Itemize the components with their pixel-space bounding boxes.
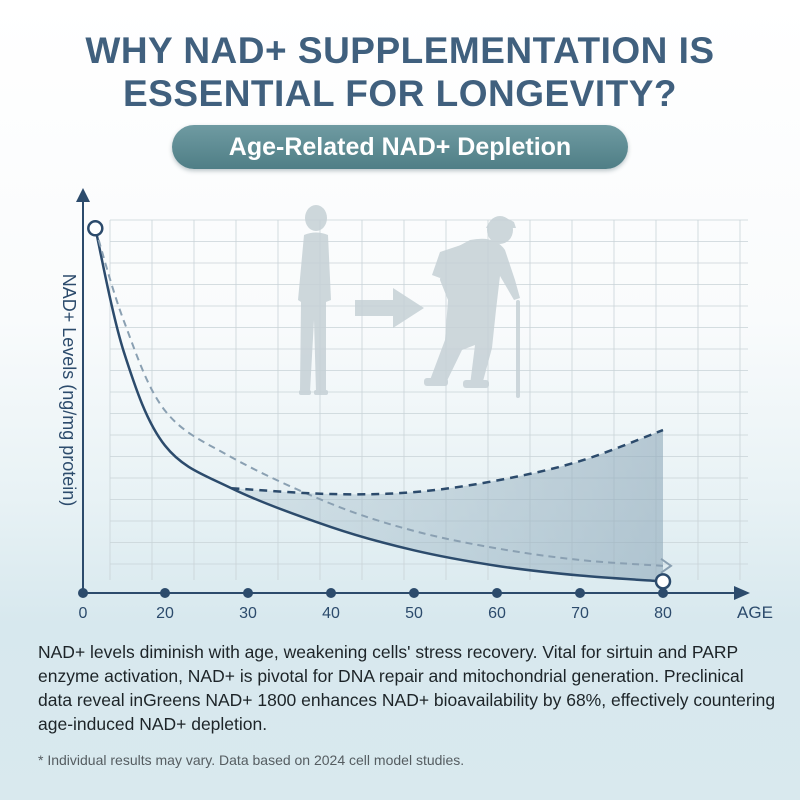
x-tick-dot [78,588,88,598]
description-text: NAD+ levels diminish with age, weakening… [38,642,776,734]
x-axis-arrow-icon [734,586,750,600]
series-dashed-supplemented [231,428,664,496]
endpoint-marker [87,220,104,237]
y-axis-arrow-icon [76,188,90,202]
x-tick-dot [575,588,585,598]
x-tick-label: 60 [488,605,506,622]
x-tick-dot [492,588,502,598]
x-axis-label: AGE [737,603,773,622]
dashed-series-arrowhead-icon [660,558,673,574]
x-tick-label: 30 [239,605,257,622]
endpoint-marker [654,573,672,590]
series-dashed-decline [94,227,664,567]
x-tick-label: 0 [79,605,88,622]
arrow-right-icon [355,288,424,328]
x-tick-label: 80 [654,605,672,622]
x-tick-label: 50 [405,605,423,622]
x-tick-label: 40 [322,605,340,622]
x-tick-dot [243,588,253,598]
page-title-line-2: ESSENTIAL FOR LONGEVITY? [122,73,678,114]
aging-illustration [298,205,520,398]
page-title-line-1: WHY NAD+ SUPPLEMENTATION IS [85,30,715,71]
x-tick-dot [326,588,336,598]
x-tick-dot [658,588,668,598]
footnote-text: * Individual results may vary. Data base… [38,752,465,768]
x-tick-dot [160,588,170,598]
young-person-silhouette-icon [298,205,331,395]
endpoint-markers [87,220,672,590]
subtitle-pill: Age-Related NAD+ Depletion [172,125,628,169]
y-axis-label: NAD+ Levels (ng/mg protein) [59,274,79,507]
x-axis-ticks: 0 20 30 40 50 60 70 80 [78,588,672,622]
x-tick-label: 20 [156,605,174,622]
x-tick-label: 70 [571,605,589,622]
series-solid-decline [94,227,664,583]
supplementation-benefit-area [231,430,663,582]
elderly-person-with-cane-icon [424,216,520,398]
x-tick-dot [409,588,419,598]
nad-depletion-chart: 0 20 30 40 50 60 70 80 NAD+ Levels (ng/mg prote… [59,188,773,622]
